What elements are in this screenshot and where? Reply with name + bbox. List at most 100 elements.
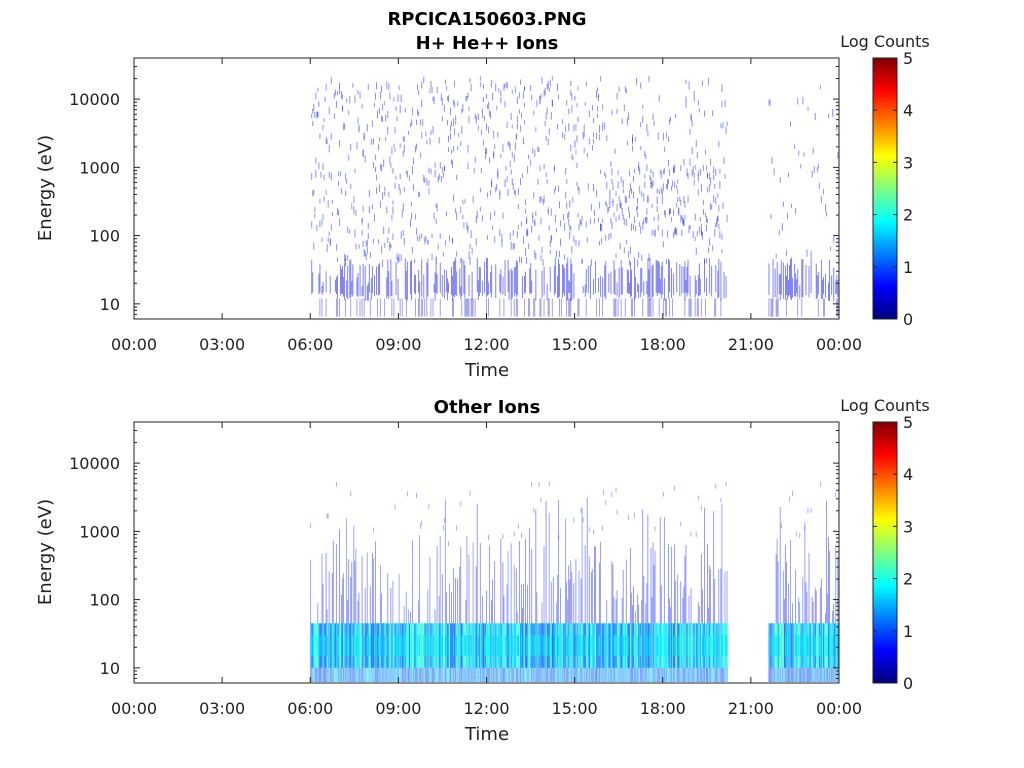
heatmap-cell [335,298,337,317]
heatmap-cell [718,569,720,624]
heatmap-cell [622,180,624,188]
heatmap-cell [427,240,429,245]
heatmap-cell [314,213,316,219]
heatmap-cell [528,298,530,317]
heatmap-cell [833,236,835,243]
heatmap-cell [469,623,471,668]
heatmap-cell [381,164,383,172]
heatmap-cell [368,206,370,214]
heatmap-cell [375,167,376,173]
heatmap-cell [577,116,579,123]
heatmap-cell [366,247,368,255]
heatmap-cell [489,110,491,117]
heatmap-cell [335,667,337,683]
heatmap-cell [376,266,377,296]
heatmap-cell [542,198,544,206]
heatmap-cell [342,107,344,112]
heatmap-cell [341,594,342,624]
heatmap-cell [831,667,833,683]
heatmap-cell [316,667,318,683]
heatmap-cell [662,183,664,191]
heatmap-cell [365,253,367,261]
heatmap-cell [694,275,696,298]
heatmap-cell [677,197,679,203]
heatmap-cell [319,220,321,228]
heatmap-cell [678,667,680,683]
heatmap-cell [527,585,528,624]
heatmap-cell [351,667,353,683]
heatmap-cell [802,259,804,298]
heatmap-cell [586,497,588,624]
heatmap-cell [602,277,604,299]
heatmap-cell [795,273,797,297]
heatmap-cell [547,298,549,317]
heatmap-cell [331,623,334,668]
heatmap-cell [315,169,317,178]
heatmap-cell [466,536,468,624]
heatmap-cell [415,214,417,220]
heatmap-cell [619,667,621,683]
heatmap-cell [624,667,626,683]
heatmap-cell [418,270,420,293]
heatmap-cell [664,623,667,668]
heatmap-cell [820,196,822,203]
heatmap-cell [343,573,344,624]
heatmap-cell [651,266,653,299]
heatmap-cell [636,77,638,86]
heatmap-cell [567,599,569,624]
heatmap-cell [615,253,617,259]
heatmap-cell [354,561,356,624]
heatmap-cell [379,184,381,193]
heatmap-cell [621,667,623,683]
heatmap-cell [317,635,319,656]
heatmap-cell [623,623,626,668]
heatmap-cell [667,179,668,185]
heatmap-cell [782,667,784,683]
heatmap-cell [771,635,773,656]
colorbar-label: Log Counts [840,396,930,415]
heatmap-cell [476,503,478,624]
heatmap-cell [628,190,630,199]
heatmap-cell [779,506,781,624]
heatmap-cell [681,635,683,656]
heatmap-cell [348,635,350,656]
heatmap-cell [617,181,619,189]
heatmap-cell [490,111,492,119]
heatmap-cell [428,180,430,186]
x-tick-label: 15:00 [552,335,598,354]
heatmap-cell [489,667,491,683]
heatmap-cell [526,256,528,264]
x-tick-label: 18:00 [640,699,686,718]
heatmap-cell [461,667,463,683]
heatmap-cell [535,211,537,216]
heatmap-cell [373,635,375,656]
heatmap-cell [662,241,664,248]
heatmap-cell [524,298,525,317]
heatmap-cell [788,279,789,297]
heatmap-cell [591,104,593,111]
heatmap-cell [394,667,396,683]
heatmap-cell [406,623,409,668]
heatmap-cell [521,257,522,264]
heatmap-cell [836,124,838,131]
heatmap-cell [427,258,429,263]
heatmap-cell [487,192,488,198]
heatmap-cell [316,635,318,656]
heatmap-cell [540,196,542,202]
heatmap-cell [332,667,334,683]
heatmap-cell [710,623,712,668]
heatmap-cell [776,667,778,683]
heatmap-cell [387,259,389,296]
heatmap-cell [602,122,604,127]
heatmap-cell [685,545,687,624]
heatmap-cell [670,117,671,122]
heatmap-cell [375,154,376,160]
heatmap-cell [720,123,722,129]
heatmap-cell [649,667,651,683]
heatmap-cell [616,92,618,100]
heatmap-cell [545,135,547,142]
heatmap-cell [399,188,401,195]
heatmap-cell [634,298,635,317]
heatmap-cell [605,623,607,668]
